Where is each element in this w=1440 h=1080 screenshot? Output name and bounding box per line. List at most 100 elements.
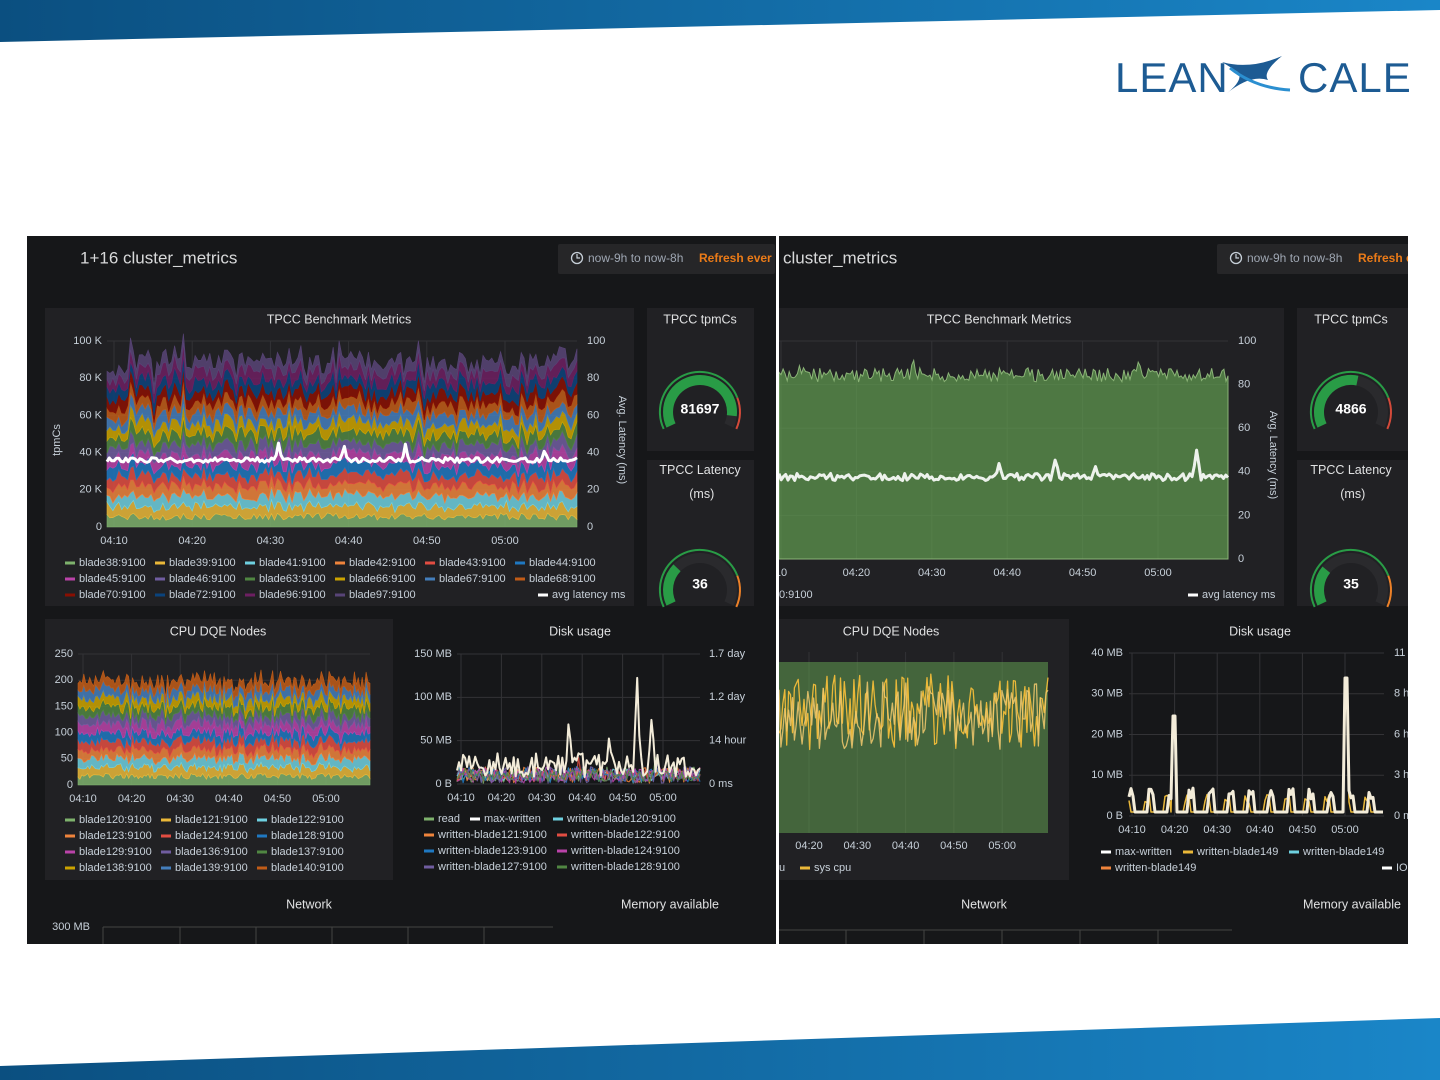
- legend-label: written-blade149: [1196, 846, 1278, 858]
- legend-swatch: [65, 561, 75, 565]
- x-tick-label: 04:10: [100, 535, 128, 547]
- logo-swoosh: [1229, 66, 1291, 92]
- legend-label: blade121:9100: [175, 814, 248, 826]
- legend-label: blade63:9100: [259, 573, 326, 585]
- legend-swatch: [425, 577, 435, 581]
- panel-title: Disk usage: [549, 624, 611, 638]
- y-tick-label: 150 MB: [414, 648, 452, 660]
- legend-swatch: [1188, 593, 1198, 597]
- gauge-fill: [1314, 374, 1359, 428]
- clock-icon: [1229, 251, 1243, 265]
- top-band: [0, 0, 1440, 42]
- legend-label: blade68:9100: [529, 573, 596, 585]
- legend-swatch: [245, 593, 255, 597]
- legend-label: blade67:9100: [439, 573, 506, 585]
- legend-swatch: [553, 817, 563, 821]
- y2-tick-label: 0: [1238, 553, 1244, 565]
- legend-label: blade39:9100: [169, 557, 236, 569]
- legend-swatch: [161, 850, 171, 854]
- time-range[interactable]: now-9h to now-8h: [588, 251, 683, 265]
- x-tick-label: 04:10: [447, 792, 475, 804]
- y-tick-label: 150: [55, 700, 73, 712]
- area: [779, 358, 1229, 560]
- legend-label: blade97:9100: [349, 589, 416, 601]
- y-tick-label: 20 K: [79, 484, 102, 496]
- x-tick-label: 04:50: [1289, 824, 1317, 836]
- legend-label: blade120:9100: [79, 814, 152, 826]
- time-picker[interactable]: [558, 244, 775, 274]
- y-tick-label: 200: [55, 674, 73, 686]
- x-tick-label: 04:30: [844, 840, 872, 852]
- legend-label: blade139:9100: [175, 862, 248, 874]
- panel-title: Memory available: [1303, 897, 1401, 911]
- y-tick-label: 80 K: [79, 372, 102, 384]
- legend-swatch: [515, 577, 525, 581]
- x-tick-label: 04:30: [166, 793, 194, 805]
- x-tick-label: 04:30: [528, 792, 556, 804]
- panel-title: CPU DQE Nodes: [843, 624, 940, 638]
- refresh-setting[interactable]: Refresh e: [1358, 251, 1413, 265]
- x-tick-label: 04:50: [413, 535, 441, 547]
- dashboard: 1+16 cluster_metrics now-9h to now-8h Refr…: [45, 244, 775, 944]
- legend-label: blade124:9100: [175, 830, 248, 842]
- panel-title: CPU DQE Nodes: [170, 624, 267, 638]
- logo: LEAN CALE: [1115, 54, 1411, 101]
- x-tick-label: 04:40: [1246, 824, 1274, 836]
- x-tick-label: 05:00: [312, 793, 340, 805]
- legend-label: blade129:9100: [79, 846, 152, 858]
- x-tick-label: 04:20: [795, 840, 823, 852]
- y-tick-label: 10 MB: [1091, 769, 1123, 781]
- legend-swatch: [335, 577, 345, 581]
- panel-title: Memory available: [621, 897, 719, 911]
- refresh-setting[interactable]: Refresh ever: [699, 251, 772, 265]
- legend-label: blade96:9100: [259, 589, 326, 601]
- x-tick-label: 04:30: [257, 535, 285, 547]
- x-tick-label: 10: [775, 567, 787, 579]
- legend-label: written-blade122:9100: [570, 829, 680, 841]
- legend-swatch: [1382, 866, 1392, 870]
- gauge-ring: [735, 575, 741, 608]
- legend-label: written-blade127:9100: [437, 861, 547, 873]
- y-tick-label: 50 MB: [420, 735, 452, 747]
- y-tick-label: 0: [67, 779, 73, 791]
- trace: [456, 676, 701, 778]
- x-tick-label: 04:40: [568, 792, 596, 804]
- time-range[interactable]: now-9h to now-8h: [1247, 251, 1342, 265]
- legend-label: written-blade149: [1114, 862, 1196, 874]
- y2-tick-label: 40: [1238, 466, 1250, 478]
- panel-title: TPCC Benchmark Metrics: [267, 312, 411, 326]
- legend-label: blade140:9100: [271, 862, 344, 874]
- dashboard-title: cluster_metrics: [783, 248, 897, 267]
- panel-title: Disk usage: [1229, 624, 1291, 638]
- x-tick-label: 05:00: [988, 840, 1016, 852]
- panel-title: TPCC Latency (ms): [1310, 463, 1392, 501]
- x-tick-label: 04:40: [215, 793, 243, 805]
- time-picker[interactable]: [1217, 244, 1417, 274]
- gauge-ring: [1386, 575, 1392, 608]
- y-tick-label: 40 K: [79, 447, 102, 459]
- gauge-ring: [658, 370, 739, 430]
- legend-label: sys cpu: [814, 862, 851, 874]
- y-tick-label: 20 MB: [1091, 728, 1123, 740]
- legend-label: blade41:9100: [259, 557, 326, 569]
- legend-swatch: [65, 577, 75, 581]
- legend-swatch: [257, 834, 267, 838]
- clock-icon: [570, 251, 584, 265]
- legend-label: written-blade120:9100: [566, 813, 676, 825]
- legend-swatch: [424, 833, 434, 837]
- legend-swatch: [65, 593, 75, 597]
- legend-swatch: [1101, 850, 1111, 854]
- legend-swatch: [155, 577, 165, 581]
- trace: [779, 448, 1230, 482]
- legend-swatch: [335, 561, 345, 565]
- y-tick-label: 100 MB: [414, 691, 452, 703]
- legend-swatch: [800, 866, 810, 870]
- legend-swatch: [245, 577, 255, 581]
- legend-swatch: [257, 850, 267, 854]
- legend-swatch: [557, 849, 567, 853]
- logo-mark: [1222, 56, 1282, 94]
- y-tick-label: 50: [61, 753, 73, 765]
- legend-swatch: [161, 866, 171, 870]
- y-tick-label: 0 B: [1106, 810, 1123, 822]
- gauge-ring: [735, 397, 741, 430]
